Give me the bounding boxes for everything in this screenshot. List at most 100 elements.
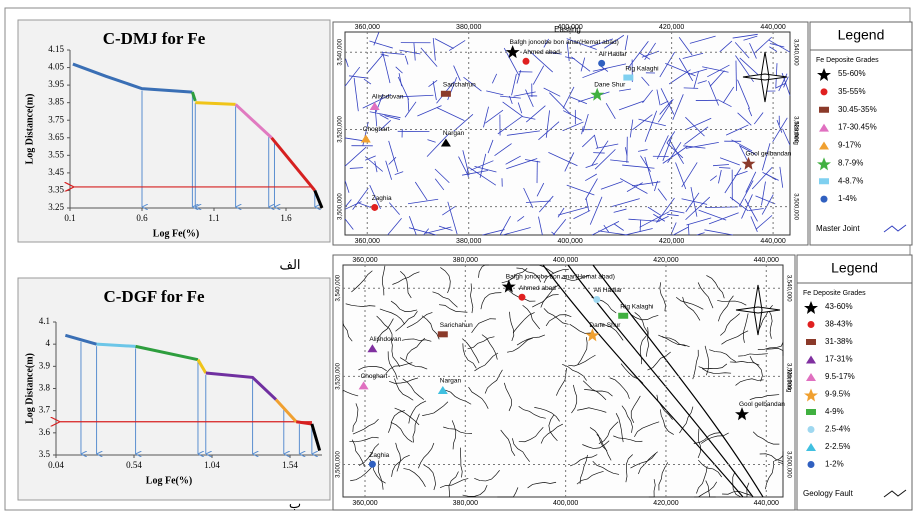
legend-symbol	[819, 178, 829, 184]
map: 360,000360,000380,000380,000400,000400,0…	[333, 22, 912, 245]
x-coord-label: 400,000	[553, 257, 578, 264]
y-coord-label: 3,540,000	[792, 39, 798, 66]
x-coord-label: 440,000	[760, 238, 785, 245]
x-tick-label: 0.6	[136, 213, 148, 223]
place-label: Ali Hadlar	[599, 51, 628, 58]
place-label: Sarichahun	[443, 81, 476, 88]
line-segment	[195, 103, 235, 105]
legend-symbol	[618, 313, 628, 319]
x-tick-label: 1.6	[280, 213, 292, 223]
y-axis-title: Northing	[792, 122, 798, 145]
x-coord-label: 420,000	[659, 24, 684, 31]
x-coord-label: 440,000	[760, 24, 785, 31]
x-coord-label: 380,000	[456, 24, 481, 31]
legend-label: 1-2%	[825, 460, 844, 469]
legend-title: Legend	[838, 27, 885, 43]
legend-subtitle: Fe Deposite Grades	[816, 57, 879, 64]
legend-label: 4-8.7%	[838, 176, 863, 185]
x-coord-label: 360,000	[355, 238, 380, 245]
legend-title: Legend	[831, 260, 878, 276]
y-tick-label: 3.9	[39, 360, 51, 370]
legend-symbol	[369, 461, 376, 468]
x-coord-label: 360,000	[352, 500, 377, 507]
legend-footer: Geology Fault	[803, 489, 854, 498]
y-coord-label: 3,540,000	[338, 38, 344, 65]
y-tick-label: 3.65	[48, 132, 64, 142]
y-tick-label: 3.5	[39, 449, 51, 459]
x-tick-label: 1.1	[208, 213, 219, 223]
y-coord-label: 3,500,000	[792, 193, 798, 220]
legend-label: 31-38%	[825, 337, 853, 346]
legend-symbol	[519, 294, 526, 301]
y-coord-label: 3,500,000	[785, 451, 791, 478]
place-label: Choghart	[361, 373, 388, 380]
legend-label: 55-60%	[838, 69, 866, 78]
place-label: Rig Kalaghi	[620, 303, 653, 310]
legend-label: 43-60%	[825, 302, 853, 311]
legend-label: 9-9.5%	[825, 390, 850, 399]
chart-box	[18, 20, 330, 242]
figure: C-DMJ for FeLog Distance(m)Log Fe(%)الف4…	[0, 0, 915, 513]
y-coord-label: 3,520,000	[338, 115, 344, 142]
legend-label: 9.5-17%	[825, 372, 855, 381]
caption: ب	[289, 496, 301, 511]
x-tick-label: 0.1	[64, 213, 75, 223]
y-tick-label: 3.55	[48, 149, 64, 159]
legend-label: 30.45-35%	[838, 105, 877, 114]
y-coord-label: 3,500,000	[336, 451, 342, 478]
legend-label: 1-4%	[838, 194, 857, 203]
legend-label: 35-55%	[838, 87, 866, 96]
y-axis-title: Northing	[785, 370, 791, 393]
legend-symbol	[371, 204, 378, 211]
map: 360,000 360,000 380,000 380,000 400,000 400,0…	[333, 255, 912, 510]
place-label: Zaghia	[369, 452, 389, 459]
y-axis-label: Log Distance(m)	[24, 94, 35, 165]
place-label: Gool gelbandan	[739, 401, 785, 408]
y-tick-label: 4	[46, 338, 51, 348]
place-label: Alishdovan	[372, 94, 404, 101]
x-coord-label: 420,000	[653, 500, 678, 507]
y-axis-label: Log Distance(m)	[24, 353, 35, 424]
chart-title: C-DGF for Fe	[103, 287, 204, 306]
legend-label: 17-31%	[825, 355, 853, 364]
legend-symbol	[598, 60, 605, 67]
y-tick-label: 3.85	[48, 97, 64, 107]
map-plot	[345, 32, 790, 235]
place-label: Rig Kalaghi	[625, 65, 658, 72]
place-label: Alishdovan	[369, 336, 401, 343]
legend-label: 17-30.45%	[838, 123, 877, 132]
place-label: Nargan	[440, 378, 462, 385]
legend-label: 4-9%	[825, 407, 844, 416]
y-tick-label: 4.1	[39, 316, 50, 326]
place-label: Zaghia	[372, 195, 392, 202]
legend-label: 38-43%	[825, 320, 853, 329]
x-coord-label: 360,000	[352, 257, 377, 264]
legend-symbol	[808, 426, 815, 433]
x-coord-label: 380,000	[453, 257, 478, 264]
x-coord-label: 380,000	[453, 500, 478, 507]
y-tick-label: 3.6	[39, 427, 51, 437]
x-axis-title: Easting	[554, 25, 581, 34]
legend-subtitle: Fe Deposite Grades	[803, 290, 866, 297]
y-tick-label: 4.15	[48, 44, 64, 54]
legend-symbol	[808, 461, 815, 468]
place-label: Choghart	[363, 126, 390, 133]
x-coord-label: 400,000	[558, 238, 583, 245]
legend-symbol	[821, 88, 828, 95]
y-coord-label: 3,540,000	[336, 274, 342, 301]
x-tick-label: 1.54	[282, 460, 298, 470]
legend-symbol	[821, 196, 828, 203]
place-label: Sarichahun	[440, 322, 473, 329]
legend-symbol	[438, 331, 448, 337]
legend-symbol	[806, 409, 816, 415]
legend-symbol	[808, 321, 815, 328]
legend-symbol	[623, 75, 633, 81]
y-tick-label: 3.95	[48, 79, 64, 89]
y-tick-label: 3.35	[48, 185, 64, 195]
x-coord-label: 400,000	[553, 500, 578, 507]
place-label: Nargan	[443, 130, 465, 137]
legend-box	[810, 22, 912, 245]
x-tick-label: 1.04	[204, 460, 220, 470]
y-tick-label: 4.05	[48, 62, 64, 72]
x-coord-label: 440,000	[754, 500, 779, 507]
